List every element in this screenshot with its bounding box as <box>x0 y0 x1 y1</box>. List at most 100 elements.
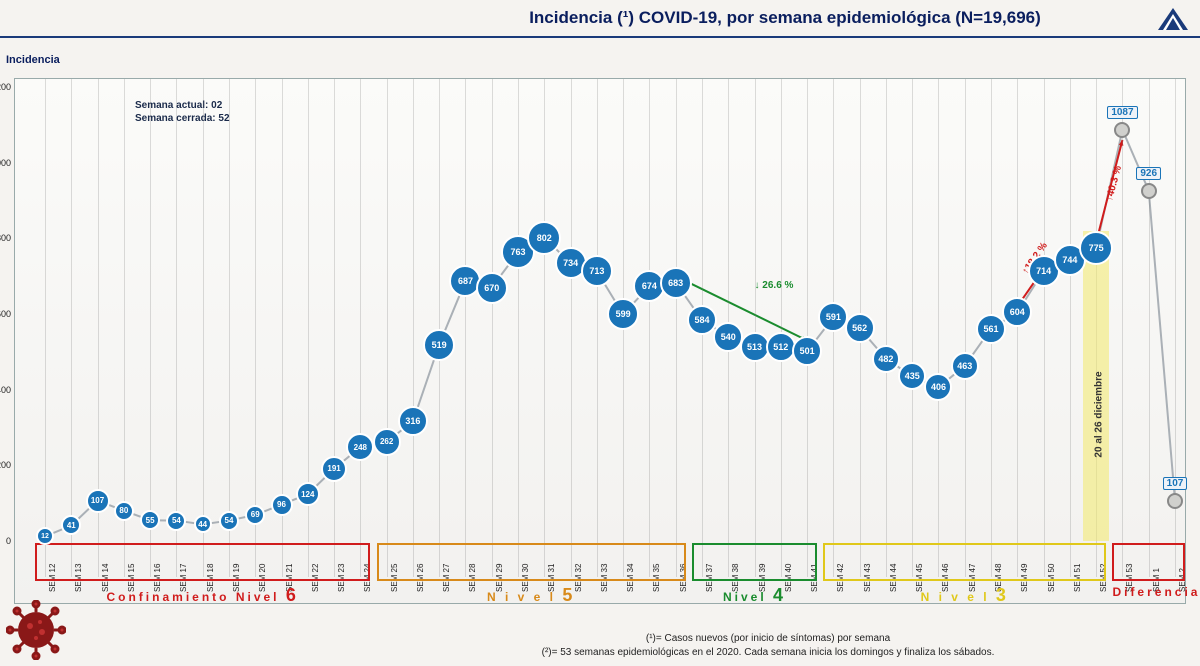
data-point: 584 <box>687 305 717 335</box>
grid-line <box>413 79 414 577</box>
grid-line <box>912 79 913 577</box>
data-point: 519 <box>423 329 455 361</box>
grid-line <box>755 79 756 577</box>
highlight-label: 20 al 26 diciembre <box>1094 371 1105 457</box>
y-tick: 200 <box>0 460 11 470</box>
phase-box <box>692 543 817 581</box>
grid-line <box>1149 79 1150 577</box>
grid-line <box>518 79 519 577</box>
data-point: 191 <box>321 456 347 482</box>
incidence-chart: Semana actual: 02 Semana cerrada: 52 020… <box>14 78 1186 604</box>
data-point: 713 <box>581 255 613 287</box>
data-point: 482 <box>872 345 900 373</box>
grid-line <box>886 79 887 577</box>
annot-actual-val: 02 <box>211 100 222 111</box>
data-point: 55 <box>140 510 160 530</box>
data-point: 262 <box>373 428 401 456</box>
grid-line <box>649 79 650 577</box>
data-point-label: 1087 <box>1107 106 1137 119</box>
data-point: 44 <box>194 515 212 533</box>
grid-line <box>1044 79 1045 577</box>
data-point: 12 <box>36 527 54 545</box>
org-logo-icon <box>1156 6 1190 32</box>
percent-change-label: ↓ 26.6 % <box>755 280 794 291</box>
data-point: 248 <box>346 433 374 461</box>
y-tick: 400 <box>0 385 11 395</box>
phase-box <box>1112 543 1185 581</box>
grid-line <box>676 79 677 577</box>
grid-line <box>71 79 72 577</box>
grid-line <box>965 79 966 577</box>
grid-line <box>255 79 256 577</box>
grid-line <box>807 79 808 577</box>
percent-change-label: ↑40.3 % <box>1104 164 1124 202</box>
phase-label: Confinamiento Nivel 6 <box>35 585 370 606</box>
title-divider <box>0 36 1200 38</box>
grid-line <box>1017 79 1018 577</box>
phase-label: Nivel 4 <box>692 585 817 606</box>
data-point: 107 <box>86 489 110 513</box>
grid-line <box>387 79 388 577</box>
data-point: 599 <box>607 298 639 330</box>
data-point: 406 <box>924 373 952 401</box>
data-point: 683 <box>660 267 692 299</box>
data-point: 41 <box>61 515 81 535</box>
data-point: 512 <box>766 332 796 362</box>
data-point: 670 <box>476 272 508 304</box>
data-point: 124 <box>296 482 320 506</box>
data-point: 562 <box>845 313 875 343</box>
grid-line <box>781 79 782 577</box>
grid-line <box>938 79 939 577</box>
grid-line <box>492 79 493 577</box>
data-point: 69 <box>245 505 265 525</box>
grid-line <box>1070 79 1071 577</box>
grid-line <box>334 79 335 577</box>
grid-line <box>544 79 545 577</box>
footnote-1: (¹)= Casos nuevos (por inicio de síntoma… <box>350 632 1186 646</box>
phase-label: N i v e l 3 <box>823 585 1106 606</box>
grid-line <box>1122 79 1123 577</box>
grid-line <box>571 79 572 577</box>
data-point: 316 <box>398 406 428 436</box>
data-point-label: 926 <box>1136 167 1161 180</box>
y-tick: 0 <box>0 536 11 546</box>
phase-label: N i v e l 5 <box>377 585 686 606</box>
phase-box <box>35 543 370 581</box>
phase-box <box>823 543 1106 581</box>
annot-actual-lbl: Semana actual: <box>135 100 208 111</box>
data-point: 107 <box>1167 493 1183 509</box>
grid-line <box>465 79 466 577</box>
data-point: 463 <box>951 352 979 380</box>
annot-cerrada-val: 52 <box>218 113 229 124</box>
data-point: 80 <box>114 501 134 521</box>
data-point: 435 <box>898 362 926 390</box>
data-point: 54 <box>219 511 239 531</box>
data-point: 96 <box>271 494 293 516</box>
data-point: 501 <box>792 336 822 366</box>
data-point: 775 <box>1079 231 1113 265</box>
data-point: 604 <box>1002 297 1032 327</box>
data-point: 54 <box>166 511 186 531</box>
chart-lines <box>15 79 1185 603</box>
y-tick: 600 <box>0 309 11 319</box>
data-point: 802 <box>527 221 561 255</box>
grid-line <box>203 79 204 577</box>
chart-title: Incidencia (¹) COVID-19, por semana epid… <box>400 8 1170 28</box>
data-point: 561 <box>976 314 1006 344</box>
y-tick: 800 <box>0 233 11 243</box>
grid-line <box>597 79 598 577</box>
grid-line <box>176 79 177 577</box>
coronavirus-icon <box>6 600 66 660</box>
grid-line <box>229 79 230 577</box>
footnote-2: (²)= 53 semanas epidemiológicas en el 20… <box>350 646 1186 660</box>
data-point: 926 <box>1141 183 1157 199</box>
grid-line <box>150 79 151 577</box>
data-point: 1087 <box>1114 122 1130 138</box>
y-axis-label: Incidencia <box>6 54 60 66</box>
y-tick: 1200 <box>0 82 11 92</box>
grid-line <box>45 79 46 577</box>
y-tick: 1000 <box>0 158 11 168</box>
grid-line <box>360 79 361 577</box>
footnotes: (¹)= Casos nuevos (por inicio de síntoma… <box>350 632 1186 660</box>
phase-box <box>377 543 686 581</box>
